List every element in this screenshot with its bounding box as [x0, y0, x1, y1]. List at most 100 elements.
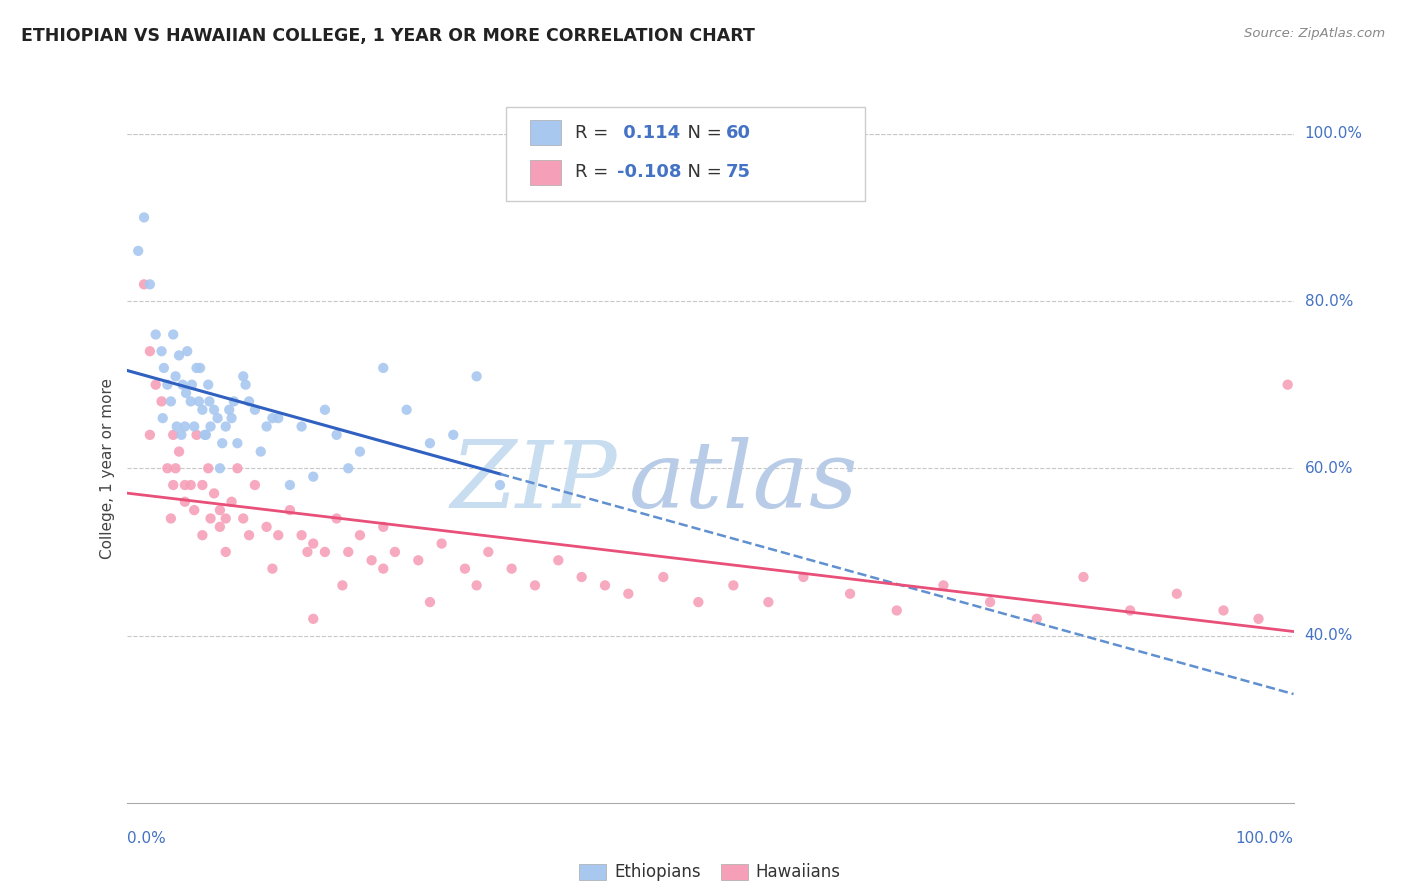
Point — [756, 595, 779, 609]
Point — [162, 327, 184, 342]
Point — [207, 411, 229, 425]
Point — [187, 394, 209, 409]
Point — [839, 587, 862, 601]
Point — [232, 369, 254, 384]
Point — [262, 411, 284, 425]
Point — [215, 511, 238, 525]
Point — [465, 369, 488, 384]
Point — [332, 578, 354, 592]
Point — [325, 428, 347, 442]
Point — [174, 494, 197, 508]
Text: ZIP: ZIP — [450, 437, 617, 526]
Text: 40.0%: 40.0% — [1305, 628, 1353, 643]
Point — [395, 402, 418, 417]
Point — [337, 545, 360, 559]
Y-axis label: College, 1 year or more: College, 1 year or more — [100, 378, 115, 558]
Text: 0.0%: 0.0% — [127, 831, 166, 846]
Point — [160, 394, 183, 409]
Point — [314, 545, 336, 559]
Point — [238, 394, 260, 409]
Point — [408, 553, 430, 567]
Point — [180, 377, 202, 392]
Point — [256, 419, 278, 434]
Point — [215, 419, 238, 434]
Point — [174, 478, 197, 492]
Point — [302, 469, 325, 483]
Point — [360, 553, 382, 567]
Point — [156, 377, 179, 392]
Point — [191, 528, 214, 542]
Point — [208, 520, 231, 534]
Point — [165, 461, 187, 475]
Point — [571, 570, 593, 584]
Point — [278, 478, 301, 492]
Point — [162, 478, 184, 492]
Text: 0.114: 0.114 — [617, 124, 681, 142]
Point — [617, 587, 640, 601]
Point — [314, 402, 336, 417]
Point — [373, 520, 395, 534]
Point — [167, 348, 190, 362]
Point — [430, 536, 453, 550]
Point — [235, 377, 257, 392]
Point — [723, 578, 745, 592]
Point — [226, 461, 249, 475]
Text: N =: N = — [676, 163, 728, 181]
Point — [243, 402, 266, 417]
Point — [226, 436, 249, 450]
Point — [200, 511, 222, 525]
Point — [139, 277, 162, 292]
Point — [290, 419, 312, 434]
Point — [127, 244, 149, 258]
Point — [139, 428, 162, 442]
Point — [477, 545, 499, 559]
Point — [160, 511, 183, 525]
Legend: Ethiopians, Hawaiians: Ethiopians, Hawaiians — [572, 857, 848, 888]
Point — [256, 520, 278, 534]
Text: atlas: atlas — [628, 437, 858, 526]
Point — [145, 377, 167, 392]
Point — [170, 428, 193, 442]
Point — [162, 428, 184, 442]
Point — [218, 402, 240, 417]
Point — [297, 545, 319, 559]
Point — [186, 361, 208, 376]
Point — [150, 394, 173, 409]
Text: 100.0%: 100.0% — [1305, 127, 1362, 141]
Text: Source: ZipAtlas.com: Source: ZipAtlas.com — [1244, 27, 1385, 40]
Point — [180, 394, 202, 409]
Point — [373, 361, 395, 376]
Point — [1277, 377, 1299, 392]
Point — [222, 394, 245, 409]
Point — [454, 562, 477, 576]
Point — [419, 436, 441, 450]
Text: N =: N = — [676, 124, 728, 142]
Point — [267, 528, 290, 542]
Point — [267, 411, 290, 425]
Point — [1025, 612, 1047, 626]
Point — [200, 419, 222, 434]
Point — [1212, 603, 1234, 617]
Point — [465, 578, 488, 592]
Point — [373, 562, 395, 576]
Point — [325, 511, 347, 525]
Point — [197, 461, 219, 475]
Text: ETHIOPIAN VS HAWAIIAN COLLEGE, 1 YEAR OR MORE CORRELATION CHART: ETHIOPIAN VS HAWAIIAN COLLEGE, 1 YEAR OR… — [21, 27, 755, 45]
Point — [150, 344, 173, 359]
Point — [501, 562, 523, 576]
Text: 80.0%: 80.0% — [1305, 293, 1353, 309]
Point — [221, 494, 243, 508]
Point — [208, 503, 231, 517]
Point — [183, 503, 205, 517]
Point — [979, 595, 1001, 609]
Point — [198, 394, 221, 409]
Point — [221, 411, 243, 425]
Point — [1073, 570, 1095, 584]
Point — [132, 277, 155, 292]
Point — [132, 211, 155, 225]
Point — [191, 478, 214, 492]
Point — [1166, 587, 1188, 601]
Point — [384, 545, 406, 559]
Text: R =: R = — [575, 124, 614, 142]
Point — [165, 369, 187, 384]
